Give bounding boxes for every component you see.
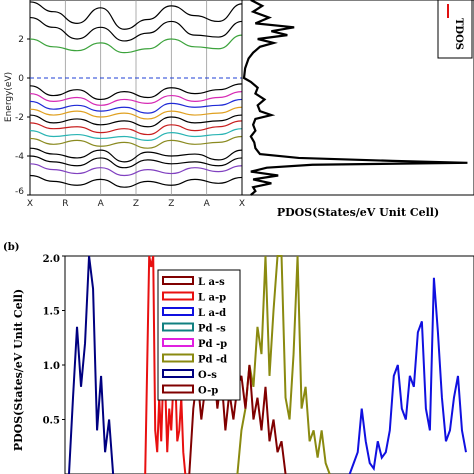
pdos-legend-swatch [162,338,194,347]
pdos-y-tick-label: 1.5 [43,307,60,318]
panel-b-label: (b) [3,242,19,253]
band-line [29,34,243,54]
pdos-legend-label: Pd -p [198,339,227,350]
band-y-ticks: 2 0 -2 -4 -6 [15,35,30,197]
pdos-legend-swatch [162,291,194,301]
pdos-legend: L a-s L a-p L a-d Pd -s Pd -p Pd -d O-s O-p [157,269,241,401]
pdos-legend-swatch [162,384,194,394]
tdos-legend-box [437,0,473,59]
pdos-legend-label: L a-p [198,293,226,304]
band-x-tick-label: X [27,199,33,209]
band-line [29,155,243,169]
tdos-legend-label: TDOS [453,18,464,50]
pdos-legend-swatch [162,369,194,378]
band-line [29,106,243,120]
band-line [29,16,243,42]
band-line [29,163,243,177]
band-line [29,98,243,114]
band-y-tick-label: -4 [15,152,24,162]
band-line [29,114,243,128]
band-x-tick-label: R [62,199,68,209]
pdos-legend-label: O-p [198,386,218,397]
band-x-tick-label: Z [168,199,174,209]
pdos-legend-swatch [162,276,194,285]
pdos-legend-swatch [162,322,194,332]
tdos-series-line [242,0,468,196]
band-line [29,147,243,163]
band-y-tick-label: 2 [18,35,24,45]
band-line [29,1,243,30]
band-structure-panel: 2 0 -2 -4 -6 X R A Z Z A X Energy(eV) [4,0,245,209]
tdos-legend: TDOS [437,0,473,59]
pdos-y-axis-label: PDOS(States/eV Unit Cell) [12,289,25,451]
tdos-x-axis-label: PDOS(States/eV Unit Cell) [277,206,439,219]
pdos-y-tick-label: 1.0 [43,361,60,372]
band-line [29,128,243,142]
pdos-legend-label: Pd -s [198,324,226,335]
pdos-legend-label: Pd -d [198,355,227,366]
pdos-series-line [348,277,467,474]
band-lines [29,1,243,188]
pdos-legend-label: L a-d [198,308,226,319]
pdos-legend-label: L a-s [198,277,225,288]
band-y-axis-label: Energy(eV) [4,72,14,122]
band-y-tick-label: 0 [18,74,24,84]
band-x-tick-label: X [239,199,245,209]
pdos-y-ticks: 2.0 1.5 1.0 0.5 [43,254,65,427]
pdos-legend-swatch [162,307,194,316]
band-x-tick-label: A [98,199,105,209]
pdos-legend-label: O-s [198,370,217,381]
band-y-tick-label: -6 [15,187,24,197]
pdos-y-tick-label: 2.0 [43,254,60,265]
pdos-series-line [236,255,331,474]
band-x-tick-label: Z [133,199,139,209]
band-y-tick-label: -2 [15,113,24,123]
pdos-y-tick-label: 0.5 [43,416,60,427]
band-line [29,83,243,101]
pdos-series-line [144,255,187,474]
tdos-panel: TDOS PDOS(States/eV Unit Cell) [241,0,474,219]
pdos-legend-swatch [162,353,194,363]
band-x-tick-label: A [204,199,211,209]
band-line [29,120,243,136]
pdos-series-line [68,255,115,474]
band-line [29,174,243,188]
pdos-panel: (b) 2.0 1.5 1.0 0.5 PDOS(States/eV Unit Cel… [3,242,474,474]
band-line [29,91,243,106]
band-line [29,135,243,149]
